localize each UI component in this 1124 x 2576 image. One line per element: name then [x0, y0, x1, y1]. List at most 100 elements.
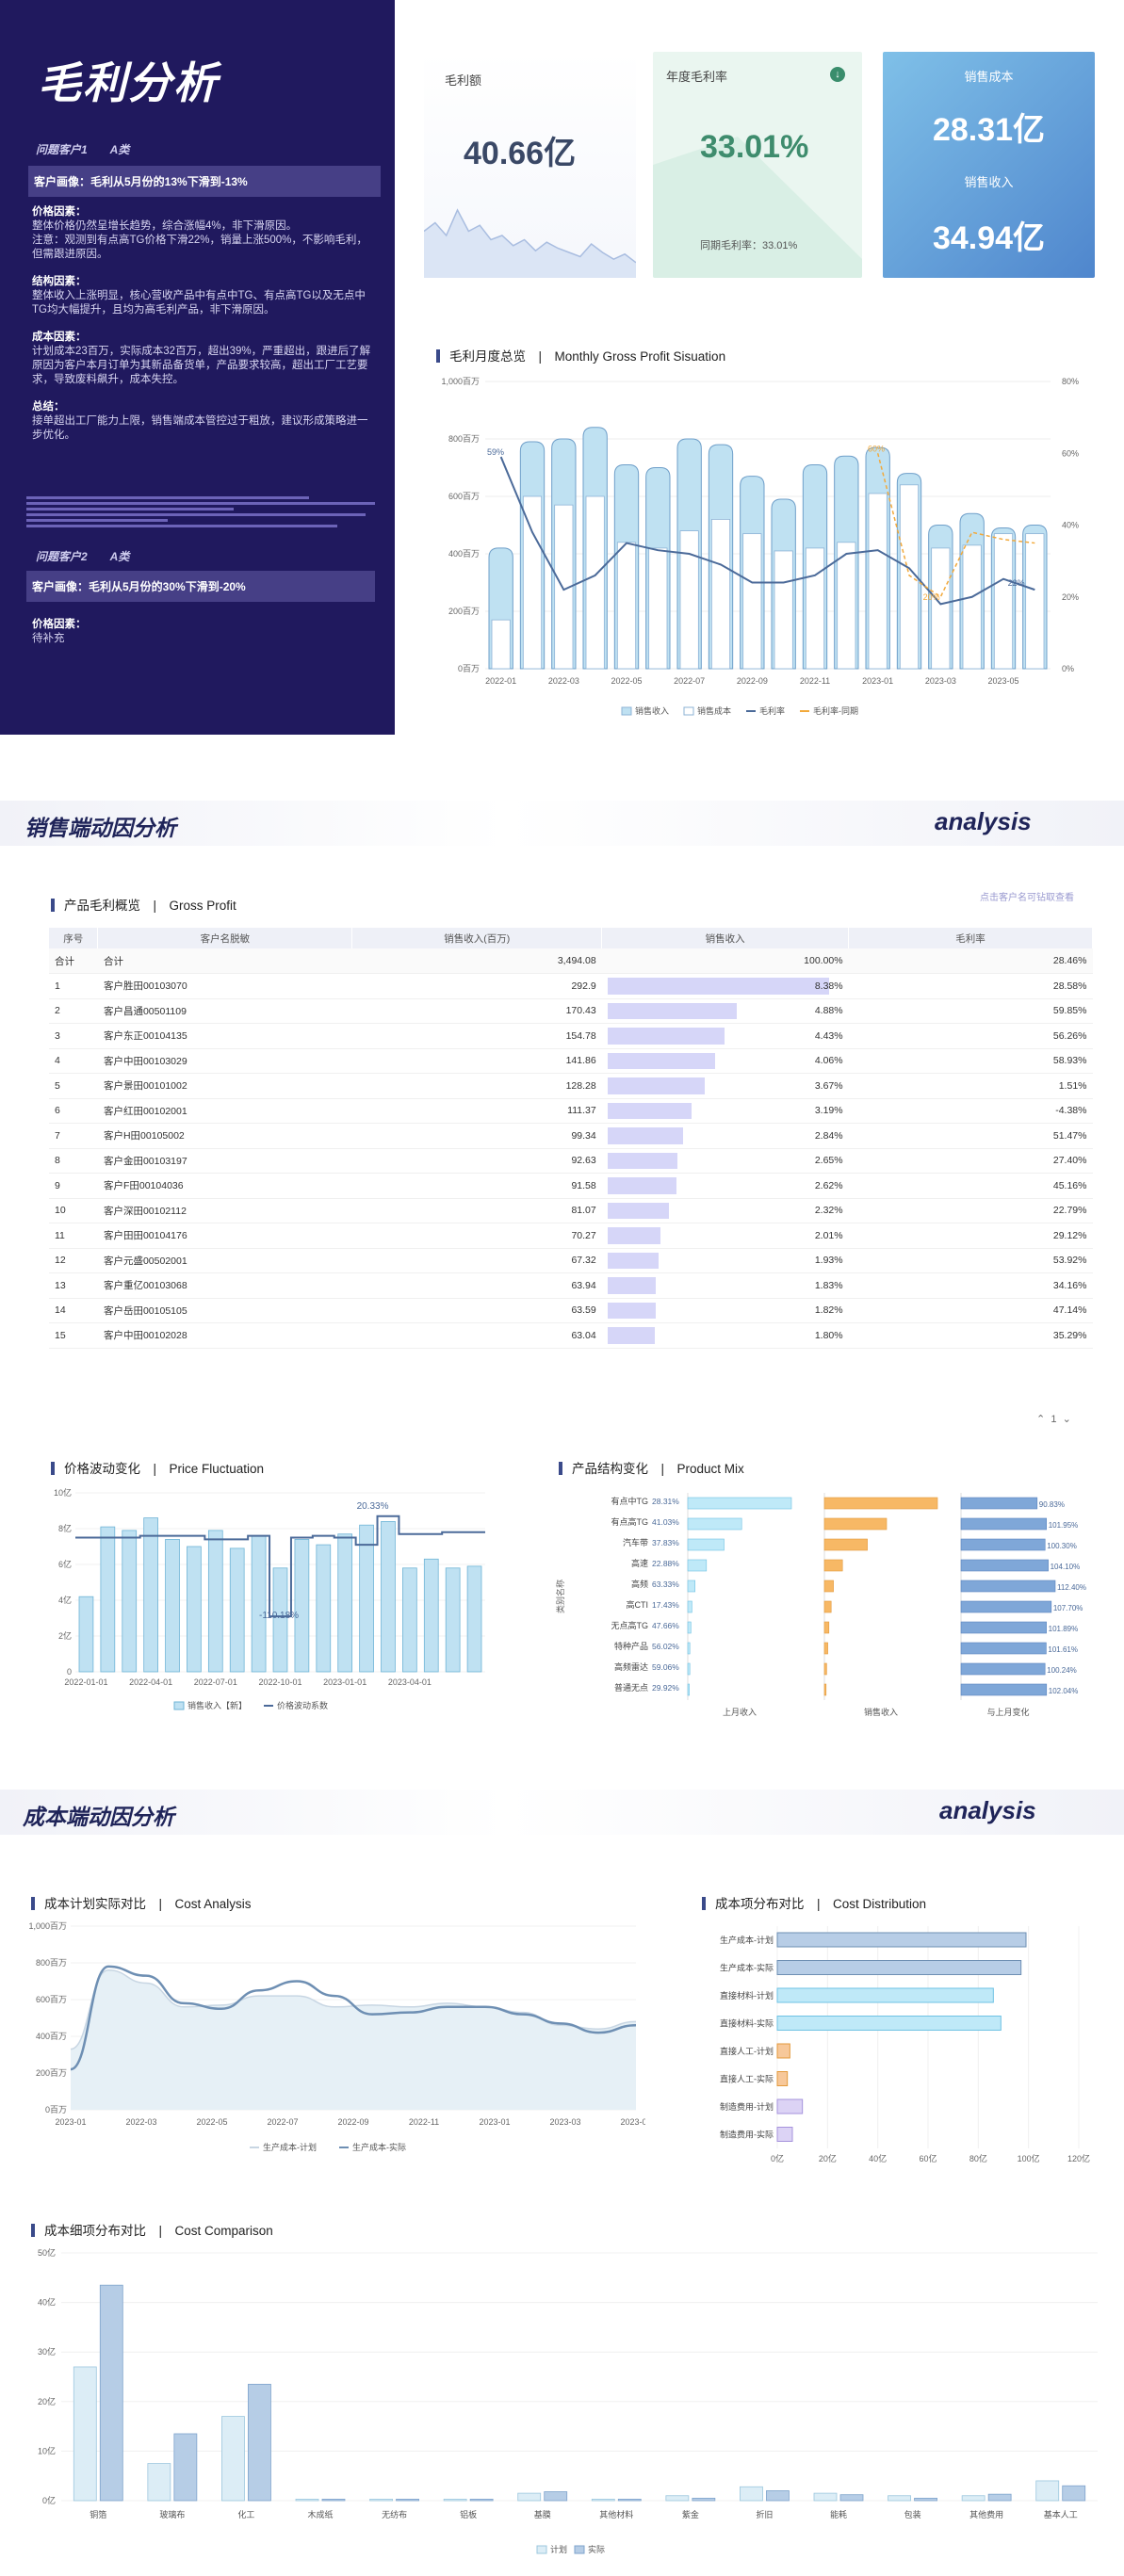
x-tick-label: 20亿	[819, 2153, 837, 2163]
col-customer[interactable]: 客户名脱敏	[97, 928, 353, 948]
page-prev-icon[interactable]: ⌃	[1036, 1414, 1046, 1425]
x-tick-label: 基本人工	[1044, 2509, 1078, 2519]
margin-label: 56.02%	[652, 1642, 679, 1651]
x-tick-label: 2022-01-01	[64, 1677, 107, 1687]
cost-bar	[616, 542, 637, 670]
share-value: 3.67%	[814, 1079, 843, 1092]
x-tick-label: 2022-05	[196, 2117, 227, 2127]
table-row[interactable]: 12 客户元盛00502001 67.32 1.93% 53.92%	[49, 1248, 1093, 1273]
row-share: 1.80%	[601, 1322, 849, 1349]
x-tick-label: 2023-05	[620, 2117, 645, 2127]
y2-tick-label: 40%	[1062, 521, 1079, 530]
actual-line	[70, 1965, 637, 2071]
row-customer: 客户昌通00501109	[97, 998, 352, 1024]
x-tick-label: 2022-09	[337, 2117, 368, 2127]
x-tick-label: 2022-01	[485, 676, 516, 686]
col-margin[interactable]: 毛利率	[848, 928, 1093, 948]
col-share[interactable]: 销售收入	[601, 928, 850, 948]
table-row[interactable]: 9 客户F田00104036 91.58 2.62% 45.16%	[49, 1173, 1093, 1199]
change-label: 101.95%	[1049, 1521, 1079, 1530]
row-customer: 客户H田00105002	[97, 1123, 352, 1149]
row-margin: 51.47%	[848, 1123, 1093, 1149]
mix-bar	[823, 1662, 827, 1676]
row-index: 6	[49, 1098, 98, 1124]
row-revenue: 154.78	[351, 1023, 602, 1049]
table-row[interactable]: 1 客户胜田00103070 292.9 8.38% 28.58%	[49, 973, 1093, 999]
sales-analysis-band	[0, 801, 1124, 846]
price2-factor-title: 价格因素：	[32, 619, 87, 630]
table-row[interactable]: 11 客户田田00104176 70.27 2.01% 29.12%	[49, 1223, 1093, 1249]
y-tick-label: 40亿	[38, 2297, 56, 2308]
row-margin: 27.40%	[848, 1148, 1093, 1174]
margin-label: 41.03%	[652, 1517, 679, 1527]
table-row[interactable]: 8 客户金田00103197 92.63 2.65% 27.40%	[49, 1148, 1093, 1174]
row-share: 4.43%	[601, 1023, 849, 1049]
sales-band-en: analysis	[935, 807, 1032, 835]
revenue-bar	[423, 1558, 439, 1673]
table-row[interactable]: 15 客户中田00102028 63.04 1.80% 35.29%	[49, 1322, 1093, 1349]
plan-bar	[369, 2499, 393, 2502]
margin-label: 47.66%	[652, 1621, 679, 1630]
gross-profit-card: 毛利额 40.66亿	[424, 52, 636, 278]
y2-tick-label: 80%	[1062, 377, 1079, 386]
actual-bar	[914, 2497, 937, 2502]
table-row[interactable]: 6 客户红田00102001 111.37 3.19% -4.38%	[49, 1098, 1093, 1124]
row-index: 1	[49, 973, 98, 999]
actual-bar	[248, 2383, 271, 2502]
page-number[interactable]: 1	[1051, 1414, 1057, 1425]
page-next-icon[interactable]: ⌄	[1062, 1414, 1071, 1425]
row-index: 7	[49, 1123, 98, 1149]
row-revenue: 63.94	[351, 1272, 602, 1299]
table-row[interactable]: 10 客户深田00102112 81.07 2.32% 22.79%	[49, 1198, 1093, 1223]
mix-bar	[960, 1559, 1049, 1572]
share-value: 2.65%	[814, 1155, 843, 1167]
table-row[interactable]: 3 客户东正00104135 154.78 4.43% 56.26%	[49, 1023, 1093, 1049]
table-row[interactable]: 2 客户昌通00501109 170.43 4.88% 59.85%	[49, 998, 1093, 1024]
change-label: 112.40%	[1057, 1583, 1086, 1592]
row-margin: 28.46%	[848, 948, 1093, 974]
revenue-bar	[337, 1533, 353, 1673]
legend-label: 生产成本-实际	[352, 2142, 406, 2152]
col-revenue[interactable]: 销售收入(百万)	[351, 928, 603, 948]
drilldown-hint[interactable]: 点击客户名可钻取查看	[980, 893, 1074, 903]
x-tick-label: 其他材料	[599, 2509, 633, 2519]
revenue-bar	[316, 1544, 332, 1673]
category-label: 有点中TG	[611, 1496, 649, 1506]
cost-bar	[837, 542, 856, 670]
down-arrow-icon: ↓	[830, 67, 845, 82]
row-share: 2.84%	[601, 1123, 849, 1149]
row-customer: 客户重亿00103068	[97, 1272, 352, 1299]
legend-swatch	[536, 2545, 547, 2554]
price-chart: 0 2亿 4亿 6亿 8亿 10亿 2022-01-01 2022-04-01 2022-07-…	[54, 1487, 485, 1710]
table-total-row[interactable]: 合计 合计 3,494.08 100.00% 28.46%	[49, 948, 1093, 974]
table-row[interactable]: 7 客户H田00105002 99.34 2.84% 51.47%	[49, 1123, 1093, 1149]
x-tick-label: 2022-03	[548, 676, 579, 686]
category-label: 高CTI	[627, 1599, 649, 1610]
mix-title: 产品结构变化 | Product Mix	[559, 1458, 744, 1477]
row-index: 10	[49, 1198, 98, 1223]
mix-bar	[960, 1642, 1047, 1655]
y-tick-label: 0百万	[458, 664, 480, 673]
table-row[interactable]: 4 客户中田00103029 141.86 4.06% 58.93%	[49, 1048, 1093, 1074]
revenue-bar	[143, 1517, 158, 1673]
share-value: 4.88%	[814, 1005, 843, 1017]
table-row[interactable]: 13 客户重亿00103068 63.94 1.83% 34.16%	[49, 1272, 1093, 1299]
share-value: 8.38%	[814, 980, 843, 992]
change-label: 100.24%	[1047, 1666, 1077, 1675]
row-revenue: 91.58	[351, 1173, 602, 1199]
plan-bar	[665, 2495, 690, 2502]
data-label: 60%	[868, 444, 885, 453]
table-row[interactable]: 14 客户岳田00105105 63.59 1.82% 47.14%	[49, 1298, 1093, 1323]
row-customer: 客户东正00104135	[97, 1023, 352, 1049]
table-row[interactable]: 5 客户景田00101002 128.28 3.67% 1.51%	[49, 1073, 1093, 1099]
row-share: 3.67%	[601, 1073, 849, 1099]
y-tick-label: 800百万	[36, 1958, 67, 1968]
actual-bar	[321, 2499, 346, 2502]
mix-bar	[823, 1580, 834, 1593]
cost-bar	[679, 530, 699, 670]
x-tick-label: 2022-11	[800, 676, 830, 686]
mix-bar	[687, 1497, 792, 1510]
row-customer: 客户元盛00502001	[97, 1248, 352, 1273]
row-revenue: 141.86	[351, 1048, 602, 1074]
x-tick-label: 0亿	[771, 2153, 784, 2163]
